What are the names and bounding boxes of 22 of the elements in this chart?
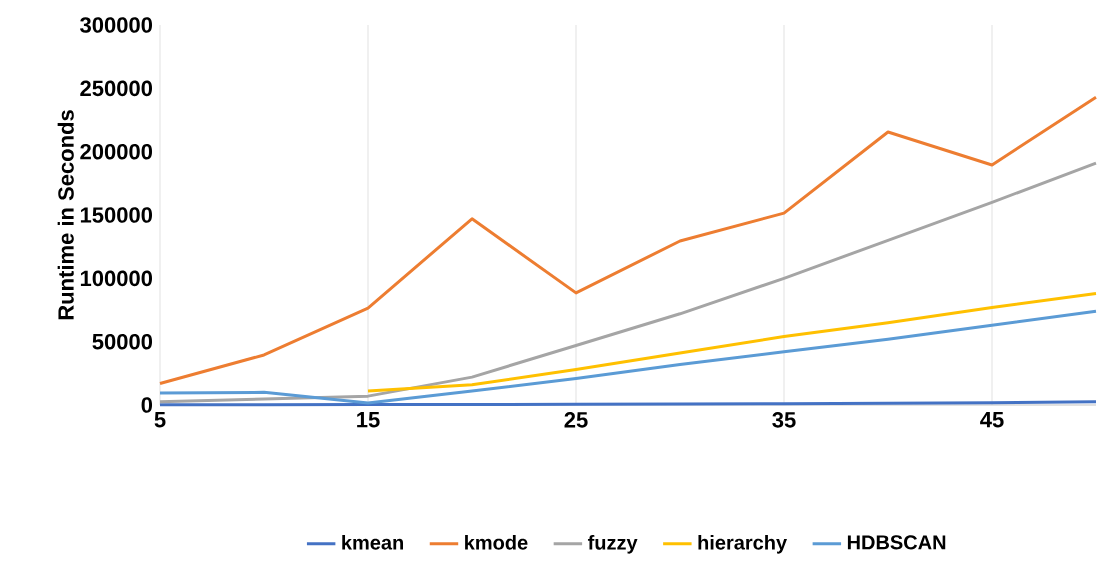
- legend-label: HDBSCAN: [847, 535, 946, 550]
- legend-label: fuzzy: [587, 535, 638, 554]
- y-tick-label: 0: [141, 397, 153, 413]
- x-tick-label: 35: [772, 412, 796, 428]
- line-series: [158, 309, 1098, 405]
- x-tick-label: 15: [357, 412, 380, 428]
- legend-label: hierarchy: [698, 535, 787, 554]
- y-tick-label: 300000: [80, 17, 153, 33]
- line-series: [158, 161, 1098, 404]
- y-axis-title: Runtime in Seconds: [57, 110, 74, 320]
- legend-label: kmean: [342, 535, 404, 550]
- y-tick-label: 50000: [92, 333, 153, 350]
- line-series: [366, 292, 1098, 393]
- y-tick-label: 200000: [80, 143, 153, 160]
- x-tick-label: 25: [564, 412, 588, 428]
- y-tick-label: 250000: [80, 80, 153, 97]
- line-series: [158, 95, 1098, 385]
- x-tick-label: 45: [980, 412, 1004, 428]
- y-tick-label: 100000: [80, 270, 153, 287]
- legend-label: kmode: [465, 535, 528, 550]
- x-tick-label: 5: [154, 412, 166, 428]
- y-tick-label: 150000: [80, 207, 153, 223]
